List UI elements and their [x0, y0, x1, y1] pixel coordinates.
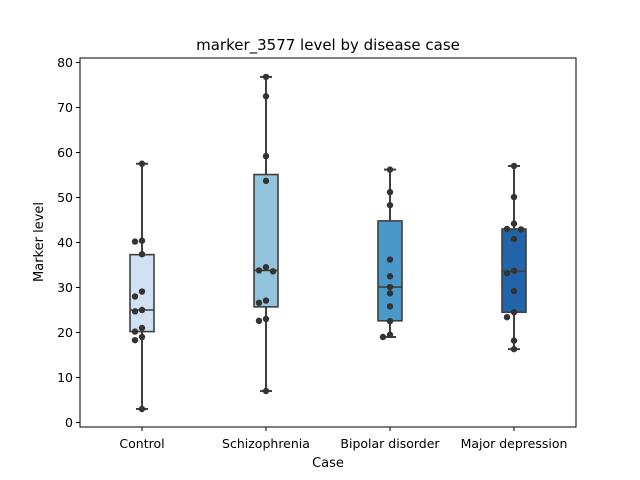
y-tick-label: 60 [57, 145, 73, 160]
data-point [138, 333, 146, 341]
data-point [510, 309, 518, 316]
data-point [131, 328, 139, 335]
data-point [386, 331, 394, 338]
data-point [510, 193, 518, 201]
data-point [138, 288, 146, 295]
y-tick-label: 70 [57, 100, 73, 115]
data-point [379, 333, 387, 341]
data-point [386, 318, 394, 325]
data-point [138, 306, 146, 314]
data-point [262, 93, 270, 100]
data-point [503, 314, 511, 321]
data-point [255, 299, 263, 306]
y-axis-label: Marker level [32, 202, 47, 282]
data-point [138, 251, 146, 258]
x-tick-label: Control [119, 436, 164, 451]
data-point [262, 297, 270, 304]
data-point [131, 293, 139, 300]
y-tick-label: 50 [57, 190, 73, 205]
x-tick-label: Major depression [461, 436, 568, 451]
chart-title: marker_3577 level by disease case [196, 36, 460, 55]
data-point [386, 303, 394, 310]
data-point [510, 162, 518, 170]
box-schizophrenia [253, 173, 279, 308]
data-point [262, 73, 270, 81]
data-point [255, 317, 263, 324]
data-point [510, 235, 518, 243]
data-point [510, 267, 518, 275]
data-point [510, 220, 518, 227]
data-point [503, 225, 511, 233]
data-point [386, 273, 394, 280]
y-tick-label: 20 [57, 325, 73, 340]
data-point [386, 188, 394, 196]
data-point [131, 238, 139, 245]
data-point [262, 264, 270, 271]
data-point [503, 269, 511, 277]
data-point [386, 256, 394, 263]
data-point [131, 336, 139, 344]
data-point [510, 287, 518, 295]
data-point [262, 177, 270, 185]
x-tick-label: Schizophrenia [222, 436, 310, 451]
x-axis-label: Case [312, 456, 344, 471]
x-tick-label: Bipolar disorder [340, 436, 440, 451]
data-point [269, 268, 277, 275]
data-point [517, 226, 525, 233]
data-point [262, 315, 270, 323]
y-tick-label: 30 [57, 280, 73, 295]
data-point [386, 290, 394, 297]
data-point [510, 337, 518, 344]
plot-frame [79, 57, 577, 428]
data-point [386, 201, 394, 209]
data-point [510, 345, 518, 353]
data-point [262, 152, 270, 160]
data-point [131, 308, 139, 315]
y-tick-label: 40 [57, 235, 73, 250]
data-point [138, 237, 146, 244]
data-point [386, 283, 394, 291]
data-point [255, 267, 263, 274]
y-tick-label: 0 [65, 415, 73, 430]
data-point [386, 166, 394, 173]
y-tick-label: 80 [57, 55, 73, 70]
y-tick-label: 10 [57, 370, 73, 385]
data-point [138, 324, 146, 332]
data-point [262, 387, 270, 395]
data-point [138, 160, 146, 167]
data-point [138, 405, 146, 413]
